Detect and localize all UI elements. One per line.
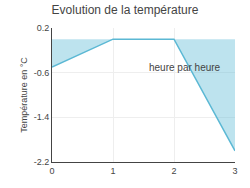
svg-text:-0.6: -0.6 (34, 68, 50, 78)
svg-text:1: 1 (110, 166, 115, 176)
svg-text:0: 0 (49, 166, 54, 176)
svg-text:3: 3 (232, 166, 237, 176)
svg-text:-1.4: -1.4 (34, 112, 50, 122)
svg-text:heure par heure: heure par heure (149, 62, 221, 73)
svg-text:Evolution de la température: Evolution de la température (52, 3, 199, 17)
svg-text:2: 2 (171, 166, 176, 176)
svg-text:-2.2: -2.2 (34, 157, 50, 167)
svg-text:Température en °C: Température en °C (19, 57, 29, 133)
svg-text:0.2: 0.2 (37, 23, 50, 33)
